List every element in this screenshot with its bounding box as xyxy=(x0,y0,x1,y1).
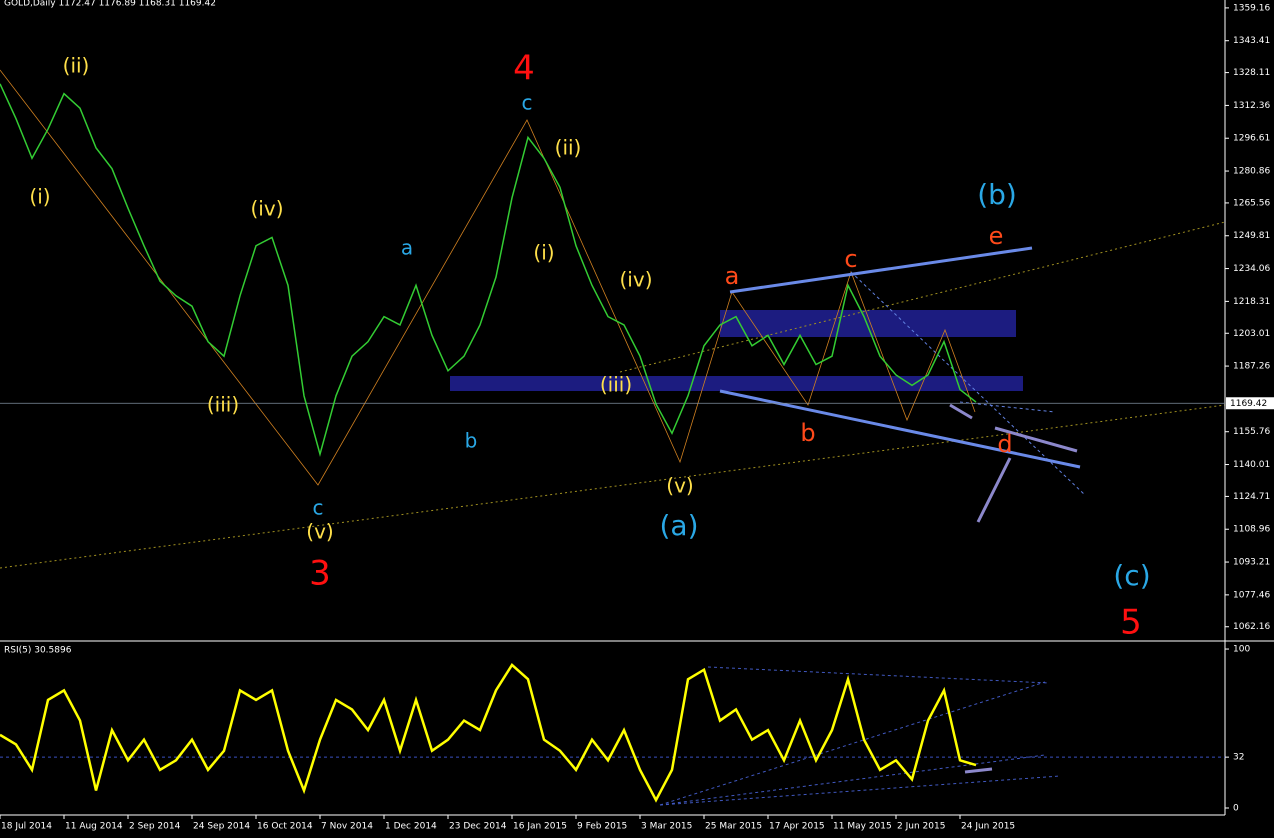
arrow xyxy=(964,767,993,774)
wave-label: (i) xyxy=(29,185,50,209)
x-tick-label: 11 Aug 2014 xyxy=(65,822,123,832)
wave-label: c xyxy=(844,245,857,273)
wave-label: (a) xyxy=(659,509,698,542)
y-tick-label: 1359.16 xyxy=(1233,3,1270,13)
zone xyxy=(720,310,1016,337)
y-tick-label: 1155.76 xyxy=(1233,427,1270,437)
channel-line xyxy=(719,389,1081,469)
y-tick-label: 1328.11 xyxy=(1233,68,1270,78)
x-tick-label: 18 Jul 2014 xyxy=(1,822,52,832)
y-tick-label: 32 xyxy=(1233,753,1244,763)
channel-line xyxy=(959,401,1056,413)
x-tick-label: 24 Jun 2015 xyxy=(961,822,1015,832)
y-tick-label: 1203.01 xyxy=(1233,329,1270,339)
wave-label: 3 xyxy=(309,554,331,594)
x-tick-label: 24 Sep 2014 xyxy=(193,822,250,832)
rsi-line xyxy=(659,754,1046,806)
arrow xyxy=(994,426,1078,453)
y-tick-label: 1312.36 xyxy=(1233,101,1270,111)
y-tick-label: 1218.31 xyxy=(1233,297,1270,307)
wave-label: (iv) xyxy=(251,197,284,221)
series-line xyxy=(0,663,977,803)
y-tick-label: 1265.56 xyxy=(1233,198,1270,208)
y-tick-label: 1108.96 xyxy=(1233,525,1270,535)
wave-label: (c) xyxy=(1113,559,1150,592)
x-tick-label: 25 Mar 2015 xyxy=(705,822,762,832)
y-tick-label: 1062.16 xyxy=(1233,622,1270,632)
x-tick-label: 16 Jan 2015 xyxy=(513,822,567,832)
y-tick-label: 1140.01 xyxy=(1233,460,1270,470)
chart-header: GOLD,Daily 1172.47 1176.89 1168.31 1169.… xyxy=(4,0,216,9)
x-tick-label: 11 May 2015 xyxy=(833,822,892,832)
x-tick-label: 16 Oct 2014 xyxy=(257,822,313,832)
wave-label: (ii) xyxy=(63,54,90,78)
wave-label: (iv) xyxy=(620,268,653,292)
y-tick-label: 1343.41 xyxy=(1233,36,1270,46)
wave-label: b xyxy=(800,419,815,447)
y-tick-label: 1249.81 xyxy=(1233,231,1270,241)
y-tick-label: 1124.71 xyxy=(1233,492,1270,502)
y-tick-label: 0 xyxy=(1233,804,1239,814)
wave-label: a xyxy=(401,236,413,260)
arrow xyxy=(949,403,973,420)
wave-label: c xyxy=(522,91,533,115)
wave-label: 4 xyxy=(513,49,535,89)
wave-label: (v) xyxy=(306,520,333,544)
channel-line xyxy=(729,246,1033,294)
last-price-box xyxy=(1226,397,1274,410)
x-tick-label: 1 Dec 2014 xyxy=(385,822,437,832)
wave-label: (v) xyxy=(666,474,693,498)
zone xyxy=(450,376,1023,391)
wave-label: c xyxy=(313,496,324,520)
y-tick-label: 1187.26 xyxy=(1233,362,1270,372)
wave-label: b xyxy=(465,429,478,453)
wave-label: e xyxy=(989,222,1004,250)
rsi-line xyxy=(707,666,1049,684)
x-tick-label: 9 Feb 2015 xyxy=(577,822,627,832)
x-tick-label: 23 Dec 2014 xyxy=(449,822,507,832)
trend-line xyxy=(619,221,1226,373)
x-tick-label: 2 Jun 2015 xyxy=(897,822,945,832)
wave-label: (iii) xyxy=(207,393,239,417)
x-tick-label: 7 Nov 2014 xyxy=(321,822,373,832)
series-line xyxy=(0,83,977,457)
drawings xyxy=(0,69,1226,806)
arrow xyxy=(976,457,1012,523)
wave-label: (ii) xyxy=(555,136,582,160)
x-tick-label: 2 Sep 2014 xyxy=(129,822,181,832)
y-tick-label: 1280.86 xyxy=(1233,167,1270,177)
y-tick-label: 1234.06 xyxy=(1233,264,1270,274)
wave-label: (b) xyxy=(977,178,1017,211)
wave-label: d xyxy=(997,430,1012,458)
rsi-line xyxy=(659,775,1061,806)
x-tick-label: 3 Mar 2015 xyxy=(641,822,692,832)
rsi-line xyxy=(659,681,1046,806)
y-tick-label: 1296.61 xyxy=(1233,134,1270,144)
wave-label: 5 xyxy=(1120,603,1142,643)
wave-label: (i) xyxy=(533,241,554,265)
y-tick-label: 1093.21 xyxy=(1233,558,1270,568)
last-price-label: 1169.42 xyxy=(1230,399,1267,409)
y-tick-label: 1077.46 xyxy=(1233,590,1270,600)
trend-line xyxy=(0,404,1226,569)
wave-line xyxy=(0,69,976,486)
indicator-header: RSI(5) 30.5896 xyxy=(4,646,72,656)
wave-label: a xyxy=(725,262,740,290)
y-tick-label: 100 xyxy=(1233,645,1250,655)
wave-label: (iii) xyxy=(600,373,632,397)
x-tick-label: 17 Apr 2015 xyxy=(769,822,825,832)
